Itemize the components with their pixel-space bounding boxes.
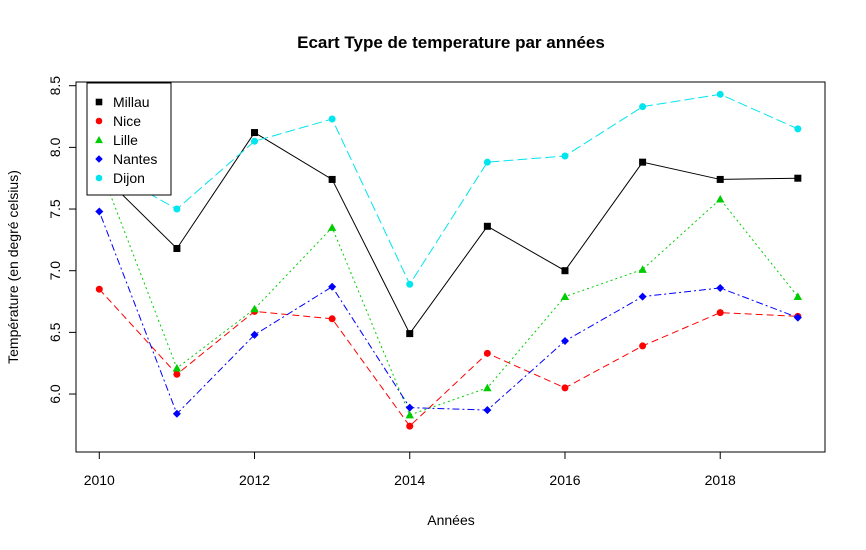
x-tick-label: 2014 [394,472,425,488]
data-point-nice [561,384,569,392]
series-millau [95,129,802,338]
series-line-nantes [98,211,799,415]
data-point-nice [716,309,724,317]
legend-label: Nice [113,113,141,129]
y-tick-label: 6.5 [47,322,63,342]
legend-label: Millau [113,94,150,110]
data-point-lille [793,292,803,300]
series-line-lille [98,165,799,416]
legend-item-nice: Nice [95,113,141,129]
data-point-lille [405,410,414,419]
data-point-millau [251,129,259,137]
data-point-lille [250,304,259,313]
data-point-nantes [483,406,492,415]
data-point-dijon [483,158,491,166]
series-line-nice [98,288,798,427]
data-point-nantes [793,313,802,322]
series-line-dijon [99,93,799,286]
data-point-dijon [328,115,336,123]
data-point-lille [716,194,725,203]
data-point-nantes [95,207,104,216]
series-layer [95,90,803,430]
legend-marker-lille [95,136,103,144]
data-point-nantes [328,282,337,291]
x-tick-label: 2012 [239,472,270,488]
data-point-lille [327,223,337,231]
data-point-millau [716,175,724,183]
legend-item-dijon: Dijon [95,170,145,186]
y-tick-label: 6.0 [47,384,63,404]
data-point-millau [794,174,802,182]
series-nice [95,285,802,430]
data-point-nantes [172,409,181,418]
data-point-dijon [561,152,569,160]
legend-item-nantes: Nantes [95,151,157,167]
data-point-lille [172,363,182,372]
legend-label: Dijon [113,170,145,186]
x-axis: 2010 2012 2014 2016 2018 [84,451,736,488]
data-point-dijon [173,205,181,213]
chart-title: Ecart Type de temperature par années [297,33,605,52]
legend: Millau Nice Lille Nantes Dijon [86,82,172,196]
y-tick-label: 8.5 [47,76,63,96]
data-point-nantes [405,403,414,412]
x-tick-label: 2018 [705,472,736,488]
data-point-lille [560,292,570,300]
legend-marker-nantes [95,155,103,163]
series-dijon [95,90,802,288]
series-line-millau [98,131,798,335]
legend-label: Lille [113,132,138,148]
data-point-nantes [716,283,725,292]
series-lille [95,161,803,419]
data-point-millau [639,158,647,166]
legend-marker-nice [95,117,103,125]
y-tick-label: 7.5 [47,199,63,219]
data-point-nice [639,342,647,350]
data-point-nice [173,370,181,378]
y-tick-label: 8.0 [47,137,63,157]
legend-item-millau: Millau [95,94,150,110]
y-axis-label: Température (en degré celsius) [5,170,21,364]
y-axis: 6.0 6.5 7.0 7.5 8.0 8.5 [47,76,77,404]
data-point-nantes [560,336,570,346]
legend-marker-millau [95,98,103,106]
data-point-dijon [639,103,647,111]
data-point-millau [328,175,336,183]
plot-frame [75,81,826,453]
data-point-dijon [406,280,414,288]
legend-marker-dijon [95,174,103,182]
data-point-nantes [638,292,647,301]
data-point-nantes [250,330,259,339]
data-point-dijon [794,125,802,133]
data-point-nice [95,285,103,293]
data-point-nice [406,422,414,430]
x-tick-label: 2010 [84,472,115,488]
x-tick-label: 2016 [549,472,580,488]
data-point-nice [328,315,336,323]
data-point-millau [483,222,491,230]
data-point-millau [406,330,414,338]
series-nantes [95,207,802,418]
data-point-millau [561,267,569,275]
x-axis-label: Années [427,512,474,528]
data-point-dijon [716,90,724,98]
legend-label: Nantes [113,151,157,167]
legend-item-lille: Lille [95,132,138,148]
data-point-lille [638,265,647,273]
data-point-dijon [251,137,259,145]
data-point-millau [173,245,181,252]
y-tick-label: 7.0 [47,261,63,281]
data-point-nice [483,349,491,357]
data-point-lille [483,383,492,392]
